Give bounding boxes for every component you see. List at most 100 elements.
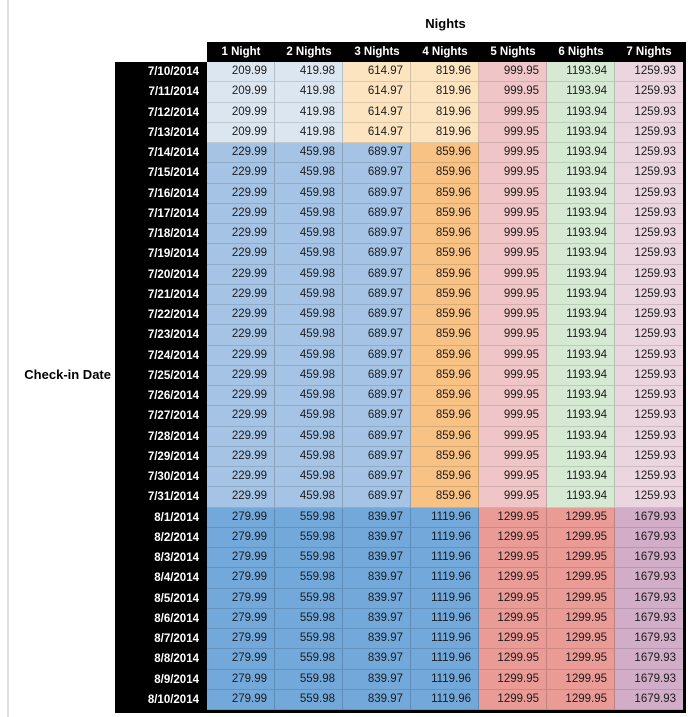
table-row: 8/10/2014 279.99 559.98 839.97 1119.96 1299.9… (115, 689, 683, 710)
table-row: 7/27/2014 229.99 459.98 689.97 859.96 999.95 1… (115, 406, 683, 427)
rate-cell: 1193.94 (547, 102, 615, 123)
rate-cell: 1299.95 (479, 629, 547, 650)
rate-cell: 229.99 (207, 325, 275, 346)
rate-cell: 999.95 (479, 345, 547, 366)
rate-cell: 209.99 (207, 122, 275, 143)
table-row: 8/4/2014 279.99 559.98 839.97 1119.96 1299.95… (115, 568, 683, 589)
rate-cell: 1679.93 (615, 649, 683, 670)
rate-cell: 1299.95 (479, 588, 547, 609)
rate-cell: 279.99 (207, 629, 275, 650)
rate-cell: 1193.94 (547, 487, 615, 508)
rate-cell: 1193.94 (547, 203, 615, 224)
rate-cell: 614.97 (343, 62, 411, 83)
rate-cell: 1119.96 (411, 588, 479, 609)
table-row: 8/6/2014 279.99 559.98 839.97 1119.96 1299.95… (115, 608, 683, 629)
table-row: 7/11/2014 209.99 419.98 614.97 819.96 999.95 1… (115, 82, 683, 103)
row-header-date: 7/26/2014 (115, 386, 207, 407)
rate-cell: 859.96 (411, 305, 479, 326)
table-row: 7/25/2014 229.99 459.98 689.97 859.96 999.95 1… (115, 365, 683, 386)
rate-cell: 459.98 (275, 406, 343, 427)
rate-cell: 819.96 (411, 82, 479, 103)
rate-cell: 459.98 (275, 163, 343, 184)
rate-cell: 999.95 (479, 365, 547, 386)
rate-cell: 1259.93 (615, 386, 683, 407)
table-row: 7/24/2014 229.99 459.98 689.97 859.96 999.95 1… (115, 345, 683, 366)
rate-cell: 689.97 (343, 487, 411, 508)
table-row: 7/14/2014 229.99 459.98 689.97 859.96 999.95 1… (115, 143, 683, 164)
row-header-date: 7/11/2014 (115, 82, 207, 103)
rate-cell: 999.95 (479, 143, 547, 164)
rate-cell: 859.96 (411, 224, 479, 245)
rate-cell: 279.99 (207, 649, 275, 670)
rate-cell: 1299.95 (479, 689, 547, 710)
row-header-date: 7/10/2014 (115, 62, 207, 83)
rate-cell: 1193.94 (547, 446, 615, 467)
table-row: 7/19/2014 229.99 459.98 689.97 859.96 999.95 1… (115, 244, 683, 265)
rate-cell: 859.96 (411, 487, 479, 508)
row-header-date: 8/9/2014 (115, 669, 207, 690)
rate-cell: 999.95 (479, 122, 547, 143)
rate-cell: 689.97 (343, 446, 411, 467)
row-header-date: 7/17/2014 (115, 203, 207, 224)
rate-cell: 999.95 (479, 426, 547, 447)
rate-cell: 1259.93 (615, 143, 683, 164)
rate-cell: 1259.93 (615, 244, 683, 265)
rate-cell: 999.95 (479, 386, 547, 407)
rate-cell: 689.97 (343, 305, 411, 326)
rate-cell: 229.99 (207, 284, 275, 305)
row-header-date: 7/13/2014 (115, 122, 207, 143)
rate-cell: 279.99 (207, 527, 275, 548)
rate-cell: 559.98 (275, 568, 343, 589)
rate-cell: 1259.93 (615, 102, 683, 123)
rate-cell: 1193.94 (547, 386, 615, 407)
rate-cell: 459.98 (275, 365, 343, 386)
rate-cell: 689.97 (343, 406, 411, 427)
rate-cell: 559.98 (275, 649, 343, 670)
rate-cell: 1259.93 (615, 345, 683, 366)
rate-cell: 229.99 (207, 203, 275, 224)
rate-cell: 839.97 (343, 507, 411, 528)
rate-cell: 1299.95 (547, 689, 615, 710)
table-row: 7/15/2014 229.99 459.98 689.97 859.96 999.95 1… (115, 163, 683, 184)
rate-cell: 1193.94 (547, 467, 615, 488)
rate-cell: 1259.93 (615, 406, 683, 427)
rate-cell: 859.96 (411, 345, 479, 366)
rate-cell: 229.99 (207, 406, 275, 427)
rate-cell: 1299.95 (547, 649, 615, 670)
row-header-date: 7/31/2014 (115, 487, 207, 508)
rate-cell: 1679.93 (615, 689, 683, 710)
rate-cell: 614.97 (343, 82, 411, 103)
rate-cell: 1259.93 (615, 446, 683, 467)
rate-cell: 279.99 (207, 588, 275, 609)
rate-cell: 1679.93 (615, 548, 683, 569)
rate-cell: 229.99 (207, 487, 275, 508)
rate-cell: 279.99 (207, 548, 275, 569)
rate-cell: 1193.94 (547, 284, 615, 305)
rate-cell: 1193.94 (547, 163, 615, 184)
row-header-date: 8/7/2014 (115, 629, 207, 650)
row-header-date: 7/25/2014 (115, 365, 207, 386)
rate-table: 1 Night 2 Nights 3 Nights 4 Nights 5 Nights 6… (115, 42, 686, 713)
row-header-date: 7/19/2014 (115, 244, 207, 265)
rate-cell: 1299.95 (547, 588, 615, 609)
rate-cell: 999.95 (479, 102, 547, 123)
row-header-date: 8/1/2014 (115, 507, 207, 528)
rate-cell: 279.99 (207, 507, 275, 528)
rate-cell: 689.97 (343, 365, 411, 386)
rate-cell: 559.98 (275, 588, 343, 609)
rate-cell: 279.99 (207, 669, 275, 690)
column-header-row: 1 Night 2 Nights 3 Nights 4 Nights 5 Nights 6… (115, 42, 683, 62)
rate-cell: 839.97 (343, 669, 411, 690)
row-header-date: 7/29/2014 (115, 446, 207, 467)
rate-cell: 459.98 (275, 143, 343, 164)
table-row: 7/31/2014 229.99 459.98 689.97 859.96 999.95 1… (115, 487, 683, 508)
rate-cell: 1119.96 (411, 507, 479, 528)
rate-cell: 459.98 (275, 426, 343, 447)
chart-title: Nights (425, 16, 466, 31)
rate-cell: 999.95 (479, 284, 547, 305)
rate-cell: 1259.93 (615, 325, 683, 346)
rate-cell: 1259.93 (615, 82, 683, 103)
rate-cell: 1299.95 (479, 548, 547, 569)
rate-cell: 1119.96 (411, 649, 479, 670)
